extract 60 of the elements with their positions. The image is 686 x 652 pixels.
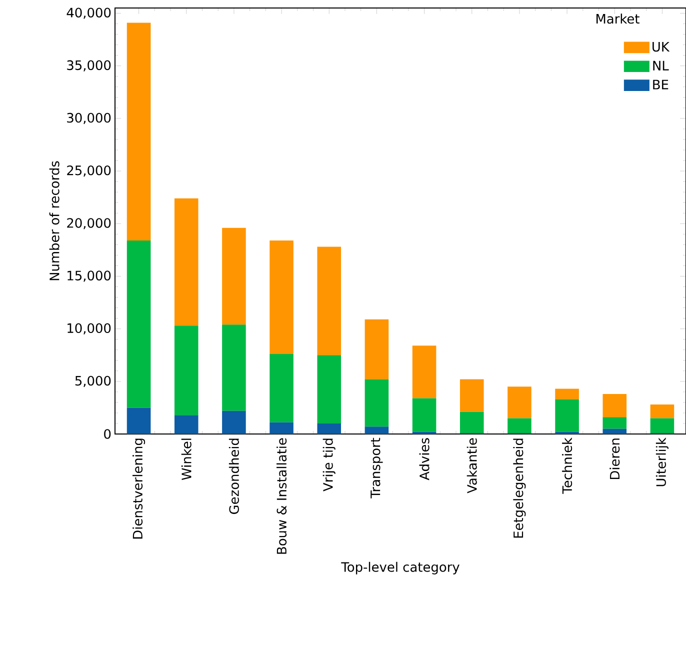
bar xyxy=(508,418,532,433)
x-tick-label: Transport xyxy=(370,438,383,498)
bar xyxy=(412,398,436,432)
x-tick-label: Techniek xyxy=(562,438,572,494)
legend-label: UK xyxy=(652,42,670,52)
bar xyxy=(364,379,389,427)
bar xyxy=(364,319,389,380)
bar xyxy=(174,415,198,434)
bar xyxy=(126,408,151,434)
y-tick-label: 10,000 xyxy=(68,323,111,334)
bar xyxy=(174,198,198,326)
y-tick-label: 25,000 xyxy=(67,165,111,177)
bar xyxy=(317,355,342,424)
bar xyxy=(460,412,484,433)
bar xyxy=(508,386,532,418)
bar xyxy=(126,22,151,240)
bar xyxy=(412,346,436,398)
x-tick-label: Dieren xyxy=(610,438,620,480)
legend-title: Market xyxy=(596,14,640,24)
bar xyxy=(317,246,342,356)
bar xyxy=(270,240,294,354)
x-tick-label: Eetgelegenheid xyxy=(513,438,526,538)
bar xyxy=(602,428,627,434)
bar xyxy=(460,379,484,412)
bar xyxy=(650,404,674,418)
bar xyxy=(270,354,294,422)
bar xyxy=(222,228,246,325)
bar xyxy=(270,422,294,434)
y-tick-label: 15,000 xyxy=(68,270,111,282)
bar xyxy=(602,394,627,418)
y-tick-label: 5,000 xyxy=(75,376,111,387)
bar xyxy=(174,326,198,416)
y-tick-label: 30,000 xyxy=(67,112,111,124)
y-tick-label: 0 xyxy=(104,429,111,439)
x-tick-label: Dienstverlening xyxy=(132,438,146,539)
bar xyxy=(555,388,579,400)
x-tick-label: Advies xyxy=(419,438,430,480)
x-tick-label: Bouw & Installatie xyxy=(276,438,287,554)
bar xyxy=(222,410,246,434)
y-axis-title: Number of records xyxy=(49,161,60,280)
x-axis-title: Top-level category xyxy=(341,562,460,574)
bar xyxy=(650,418,674,433)
bar xyxy=(317,423,342,434)
x-tick-label: Gezondheid xyxy=(228,438,239,514)
y-tick-label: 20,000 xyxy=(67,218,111,230)
bar xyxy=(602,417,627,429)
x-tick-label: Uiterlijk xyxy=(656,438,668,486)
x-tick-label: Winkel xyxy=(181,438,192,480)
bar xyxy=(126,240,151,408)
x-tick-label: Vrije tijd xyxy=(322,438,336,492)
bar xyxy=(364,426,389,434)
bar xyxy=(412,432,436,434)
legend-label: NL xyxy=(653,60,669,70)
bar xyxy=(555,399,579,432)
x-tick-label: Vakantie xyxy=(466,438,477,494)
bar xyxy=(222,324,246,411)
y-tick-label: 40,000 xyxy=(66,8,111,19)
y-tick-label: 35,000 xyxy=(67,60,111,72)
bar xyxy=(555,432,579,434)
legend-label: BE xyxy=(653,80,668,90)
